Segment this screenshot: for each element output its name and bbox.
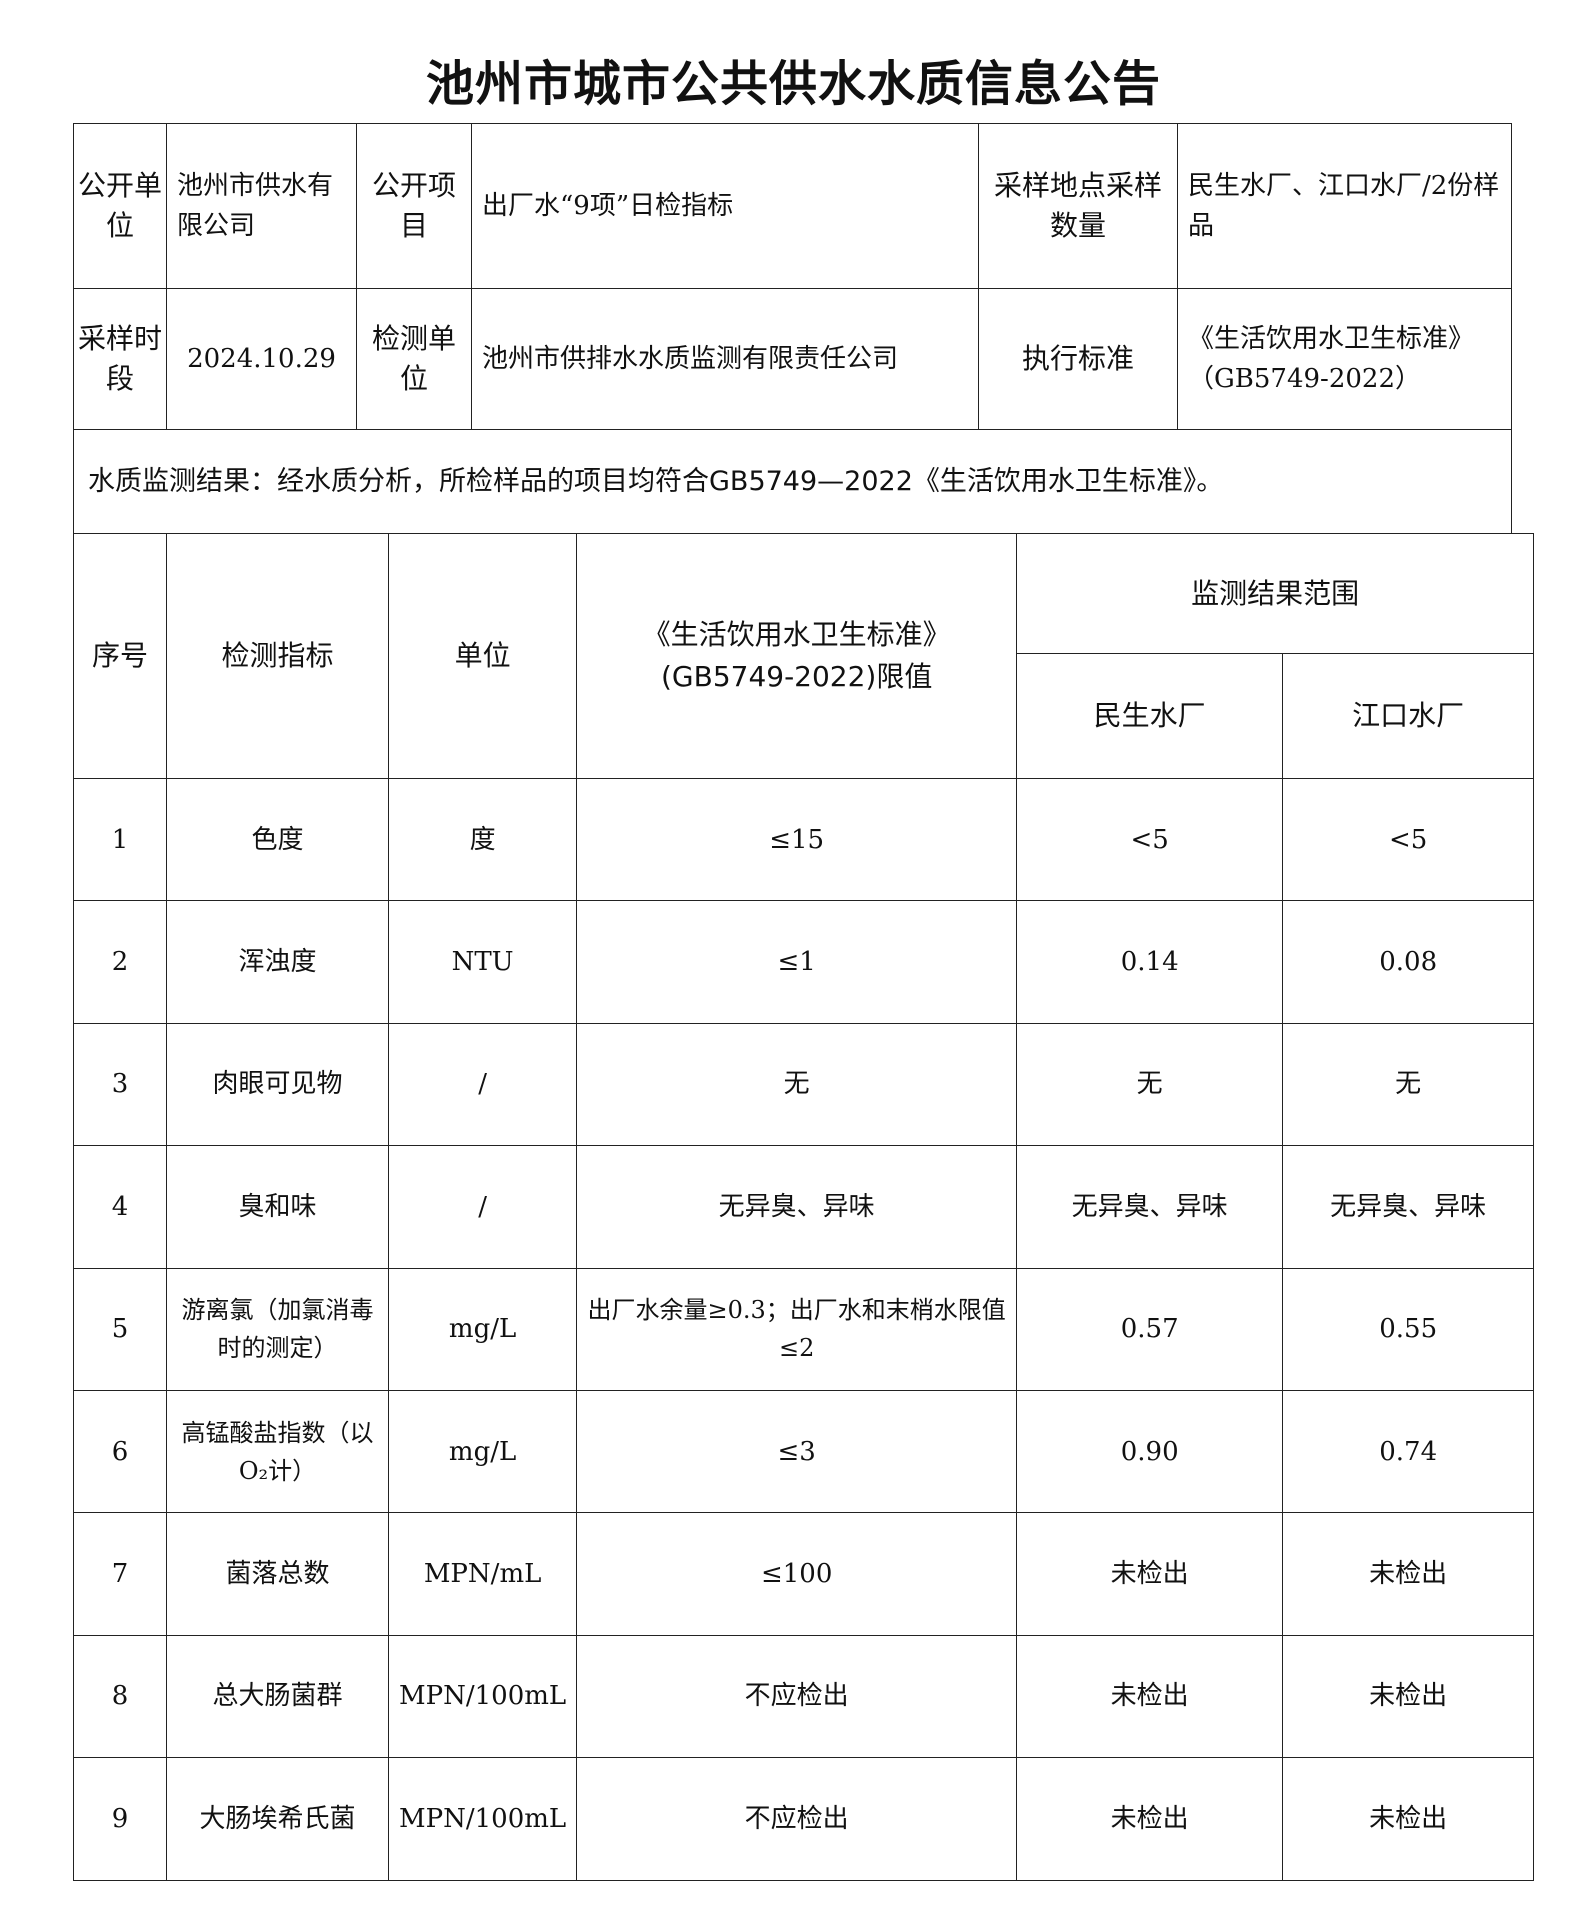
sampling-label: 采样地点采样数量 — [978, 123, 1178, 289]
table-row: 8 总大肠菌群 MPN/100mL 不应检出 未检出 未检出 — [73, 1634, 1535, 1759]
cell-indicator: 高锰酸盐指数（以O₂计） — [166, 1389, 389, 1514]
cell-plant1: 未检出 — [1016, 1512, 1284, 1636]
cell-unit: 度 — [387, 777, 578, 902]
item-label: 公开项目 — [356, 123, 472, 289]
header-limit: 《生活饮用水卫生标准》(GB5749-2022)限值 — [576, 533, 1018, 779]
cell-no: 3 — [73, 1022, 167, 1147]
period-value: 2024.10.29 — [166, 288, 357, 430]
period-label: 采样时段 — [73, 288, 167, 430]
cell-limit: 出厂水余量≥0.3；出厂水和末梢水限值≤2 — [576, 1267, 1018, 1391]
table-row: 7 菌落总数 MPN/mL ≤100 未检出 未检出 — [73, 1512, 1535, 1636]
cell-limit: ≤100 — [576, 1512, 1018, 1636]
header-plant2: 江口水厂 — [1282, 653, 1535, 779]
header-range: 监测结果范围 — [1016, 533, 1535, 654]
table-row: 9 大肠埃希氏菌 MPN/100mL 不应检出 未检出 未检出 — [73, 1757, 1535, 1881]
header-plant1: 民生水厂 — [1016, 653, 1284, 779]
cell-plant1: 0.14 — [1016, 900, 1284, 1024]
lab-label: 检测单位 — [356, 288, 472, 430]
page-title: 池州市城市公共供水水质信息公告 — [425, 56, 1161, 112]
cell-plant1: <5 — [1016, 777, 1284, 902]
cell-limit: ≤1 — [576, 900, 1018, 1024]
info-row: 公开单位 池州市供水有限公司 公开项目 出厂水“9项”日检指标 采样地点采样数量… — [73, 123, 1512, 289]
summary-row: 水质监测结果：经水质分析，所检样品的项目均符合GB5749—2022《生活饮用水… — [73, 429, 1512, 534]
cell-plant2: 0.74 — [1282, 1389, 1535, 1514]
cell-plant2: <5 — [1282, 777, 1535, 902]
cell-no: 6 — [73, 1389, 167, 1514]
cell-limit: ≤3 — [576, 1389, 1018, 1514]
lab-value: 池州市供排水水质监测有限责任公司 — [471, 288, 979, 430]
publisher-label: 公开单位 — [73, 123, 167, 289]
cell-unit: MPN/100mL — [387, 1634, 578, 1759]
cell-plant1: 0.90 — [1016, 1389, 1284, 1514]
cell-no: 4 — [73, 1145, 167, 1269]
summary-text: 水质监测结果：经水质分析，所检样品的项目均符合GB5749—2022《生活饮用水… — [73, 429, 1512, 534]
cell-plant1: 0.57 — [1016, 1267, 1284, 1391]
table-row: 5 游离氯（加氯消毒时的测定） mg/L 出厂水余量≥0.3；出厂水和末梢水限值≤2 0… — [73, 1267, 1535, 1391]
cell-plant2: 未检出 — [1282, 1512, 1535, 1636]
cell-indicator: 总大肠菌群 — [166, 1634, 389, 1759]
cell-no: 9 — [73, 1757, 167, 1881]
info-table: 公开单位 池州市供水有限公司 公开项目 出厂水“9项”日检指标 采样地点采样数量… — [73, 123, 1512, 534]
table-row: 6 高锰酸盐指数（以O₂计） mg/L ≤3 0.90 0.74 — [73, 1389, 1535, 1514]
cell-plant2: 无异臭、异味 — [1282, 1145, 1535, 1269]
table-row: 3 肉眼可见物 / 无无无 — [73, 1022, 1535, 1147]
cell-limit: 无 — [576, 1022, 1018, 1147]
cell-indicator: 肉眼可见物 — [166, 1022, 389, 1147]
cell-plant2: 未检出 — [1282, 1757, 1535, 1881]
cell-limit: 不应检出 — [576, 1634, 1018, 1759]
cell-unit: mg/L — [387, 1267, 578, 1391]
cell-indicator: 色度 — [166, 777, 389, 902]
header-indicator: 检测指标 — [166, 533, 389, 779]
publisher-value: 池州市供水有限公司 — [166, 123, 357, 289]
table-row: 1 色度度 ≤15 <5 <5 — [73, 777, 1535, 902]
cell-no: 2 — [73, 900, 167, 1024]
header-no: 序号 — [73, 533, 167, 779]
info-row: 采样时段 2024.10.29 检测单位 池州市供排水水质监测有限责任公司 执行… — [73, 288, 1512, 430]
cell-plant2: 0.08 — [1282, 900, 1535, 1024]
cell-plant1: 无异臭、异味 — [1016, 1145, 1284, 1269]
cell-no: 1 — [73, 777, 167, 902]
cell-unit: mg/L — [387, 1389, 578, 1514]
cell-indicator: 游离氯（加氯消毒时的测定） — [166, 1267, 389, 1391]
cell-plant2: 无 — [1282, 1022, 1535, 1147]
cell-plant1: 未检出 — [1016, 1634, 1284, 1759]
standard-label: 执行标准 — [978, 288, 1178, 430]
cell-no: 5 — [73, 1267, 167, 1391]
standard-value: 《生活饮用水卫生标准》（GB5749-2022） — [1177, 288, 1512, 430]
cell-limit: 不应检出 — [576, 1757, 1018, 1881]
cell-indicator: 臭和味 — [166, 1145, 389, 1269]
sampling-value: 民生水厂、江口水厂/2份样品 — [1177, 123, 1512, 289]
cell-plant2: 0.55 — [1282, 1267, 1535, 1391]
cell-no: 8 — [73, 1634, 167, 1759]
cell-unit: MPN/mL — [387, 1512, 578, 1636]
cell-indicator: 大肠埃希氏菌 — [166, 1757, 389, 1881]
table-row: 4 臭和味 / 无异臭、异味 无异臭、异味 无异臭、异味 — [73, 1145, 1535, 1269]
cell-no: 7 — [73, 1512, 167, 1636]
table-row: 2 浑浊度 NTU ≤1 0.14 0.08 — [73, 900, 1535, 1024]
cell-unit: / — [387, 1145, 578, 1269]
cell-plant1: 未检出 — [1016, 1757, 1284, 1881]
cell-limit: ≤15 — [576, 777, 1018, 902]
cell-unit: MPN/100mL — [387, 1757, 578, 1881]
cell-indicator: 浑浊度 — [166, 900, 389, 1024]
item-value: 出厂水“9项”日检指标 — [471, 123, 979, 289]
cell-unit: NTU — [387, 900, 578, 1024]
cell-unit: / — [387, 1022, 578, 1147]
cell-plant1: 无 — [1016, 1022, 1284, 1147]
cell-indicator: 菌落总数 — [166, 1512, 389, 1636]
cell-limit: 无异臭、异味 — [576, 1145, 1018, 1269]
cell-plant2: 未检出 — [1282, 1634, 1535, 1759]
header-unit: 单位 — [387, 533, 578, 779]
results-table: 序号 检测指标 单位 《生活饮用水卫生标准》(GB5749-2022)限值 监测… — [73, 533, 1535, 1881]
